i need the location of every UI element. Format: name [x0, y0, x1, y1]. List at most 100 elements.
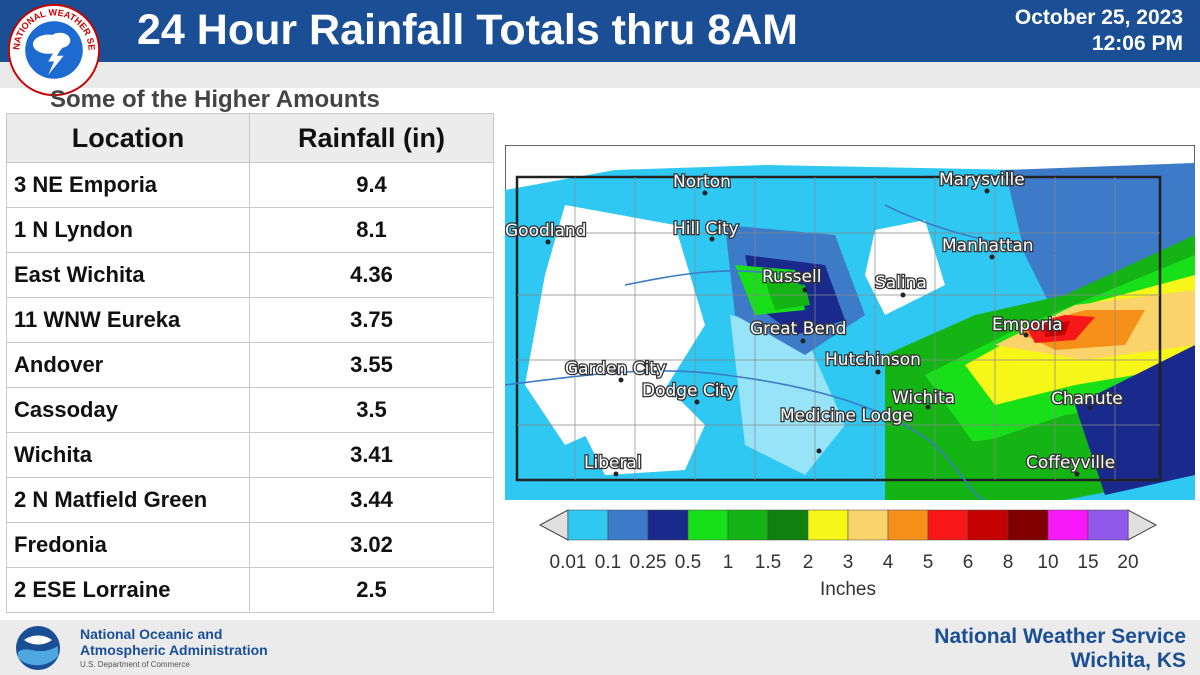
legend-swatch: [847, 509, 889, 541]
city-label: Russell: [762, 267, 821, 287]
legend-ticks: 0.01 0.1 0.25 0.5 1 1.5 2 3 4 5 6 8 10 15 20: [550, 552, 1139, 573]
rivers: [505, 204, 1066, 500]
legend-tick-label: 8: [1003, 552, 1014, 573]
legend-swatch: [927, 509, 969, 541]
city-label: Emporia: [992, 315, 1063, 335]
legend-units: Inches: [820, 579, 876, 600]
rainfall-cell: 3.44: [249, 477, 494, 523]
table-row: East Wichita 4.36: [6, 252, 494, 298]
location-cell: 3 NE Emporia: [6, 162, 250, 208]
legend-tick-label: 4: [883, 552, 894, 573]
legend-swatch: [567, 509, 609, 541]
table-row: 2 N Matfield Green 3.44: [6, 477, 494, 523]
location-cell: 2 N Matfield Green: [6, 477, 250, 523]
column-header-location: Location: [6, 113, 250, 163]
city-label: Coffeyville: [1026, 453, 1115, 473]
legend-tick-label: 0.01: [550, 552, 587, 573]
city-markers: [545, 188, 1093, 477]
location-cell: East Wichita: [6, 252, 250, 298]
county-lines: [517, 177, 1160, 480]
nws-office: National Weather Service Wichita, KS: [934, 625, 1186, 673]
rainfall-shading: [505, 163, 1195, 500]
legend-tick-label: 6: [963, 552, 974, 573]
legend-tick-label: 2: [803, 552, 814, 573]
legend-tick-label: 5: [923, 552, 934, 573]
legend-tick-label: 0.25: [630, 552, 667, 573]
noaa-subtitle: U.S. Department of Commerce: [80, 660, 190, 669]
rainfall-cell: 2.5: [249, 567, 494, 613]
rainfall-map: Norton Marysville Goodland Hill City Man…: [505, 145, 1195, 500]
rainfall-cell: 9.4: [249, 162, 494, 208]
legend-tick-label: 20: [1117, 552, 1138, 573]
location-cell: Andover: [6, 342, 250, 388]
city-label: Salina: [875, 273, 927, 293]
nws-line1: National Weather Service: [934, 625, 1186, 648]
legend-swatch: [967, 509, 1009, 541]
legend-swatch: [1007, 509, 1049, 541]
city-label: Liberal: [584, 453, 642, 473]
city-label: Manhattan: [942, 236, 1034, 256]
legend-tick-label: 1: [723, 552, 734, 573]
rainfall-cell: 8.1: [249, 207, 494, 253]
location-cell: 11 WNW Eureka: [6, 297, 250, 343]
noaa-logo-icon: [16, 626, 60, 670]
table-row: Fredonia 3.02: [6, 522, 494, 568]
table-row: 3 NE Emporia 9.4: [6, 162, 494, 208]
footer-bar: [0, 620, 1200, 675]
city-label: Goodland: [505, 221, 586, 241]
legend-swatch: [807, 509, 849, 541]
nws-line2: Wichita, KS: [1070, 649, 1186, 672]
page-title: 24 Hour Rainfall Totals thru 8AM: [137, 6, 798, 54]
city-label: Hill City: [673, 219, 739, 239]
location-cell: 1 N Lyndon: [6, 207, 250, 253]
rainfall-cell: 3.5: [249, 387, 494, 433]
city-label: Medicine Lodge: [780, 406, 913, 426]
location-cell: Fredonia: [6, 522, 250, 568]
table-subtitle: Some of the Higher Amounts: [50, 86, 380, 113]
legend-tick-label: 0.5: [675, 552, 701, 573]
table-row: 1 N Lyndon 8.1: [6, 207, 494, 253]
city-label: Norton: [673, 172, 731, 192]
rainfall-cell: 4.36: [249, 252, 494, 298]
legend-swatch: [727, 509, 769, 541]
legend-tick-label: 0.1: [595, 552, 621, 573]
city-label: Chanute: [1051, 389, 1123, 409]
legend-tick-label: 15: [1077, 552, 1098, 573]
legend-swatch: [887, 509, 929, 541]
noaa-name: National Oceanic and Atmospheric Adminis…: [80, 626, 268, 658]
table-row: Wichita 3.41: [6, 432, 494, 478]
table-row: 11 WNW Eureka 3.75: [6, 297, 494, 343]
legend-swatch: [647, 509, 689, 541]
table-header-row: Location Rainfall (in): [6, 113, 494, 163]
nws-logo-icon: NATIONAL WEATHER SERVICE: [6, 2, 101, 97]
date-label: October 25, 2023: [1014, 6, 1183, 29]
rainfall-cell: 3.55: [249, 342, 494, 388]
date-time: October 25, 2023 12:06 PM: [1015, 5, 1183, 57]
rainfall-cell: 3.02: [249, 522, 494, 568]
location-cell: Wichita: [6, 432, 250, 478]
legend-tick-label: 3: [843, 552, 854, 573]
table-row: 2 ESE Lorraine 2.5: [6, 567, 494, 613]
header-strip: [0, 62, 1200, 88]
legend-swatches: [567, 509, 1129, 541]
noaa-line2: Atmospheric Administration: [80, 642, 268, 658]
rainfall-table: Location Rainfall (in) 3 NE Emporia 9.4 1…: [6, 113, 494, 613]
city-label: Garden City: [565, 359, 666, 379]
state-boundary: [515, 175, 1162, 482]
city-label: Wichita: [892, 388, 955, 408]
rainfall-legend: 0.01 0.1 0.25 0.5 1 1.5 2 3 4 5 6 8 10 15 20 Inches: [538, 509, 1158, 600]
rainfall-cell: 3.75: [249, 297, 494, 343]
location-cell: Cassoday: [6, 387, 250, 433]
noaa-line1: National Oceanic and: [80, 626, 223, 642]
city-label: Dodge City: [642, 381, 736, 401]
legend-tick-label: 10: [1037, 552, 1058, 573]
legend-swatch: [1047, 509, 1089, 541]
legend-right-arrow: [1127, 509, 1158, 541]
time-label: 12:06 PM: [1091, 32, 1183, 55]
table-row: Andover 3.55: [6, 342, 494, 388]
legend-swatch: [687, 509, 729, 541]
table-row: Cassoday 3.5: [6, 387, 494, 433]
column-header-rainfall: Rainfall (in): [249, 113, 494, 163]
city-label: Hutchinson: [825, 350, 921, 370]
legend-left-arrow: [538, 509, 569, 541]
